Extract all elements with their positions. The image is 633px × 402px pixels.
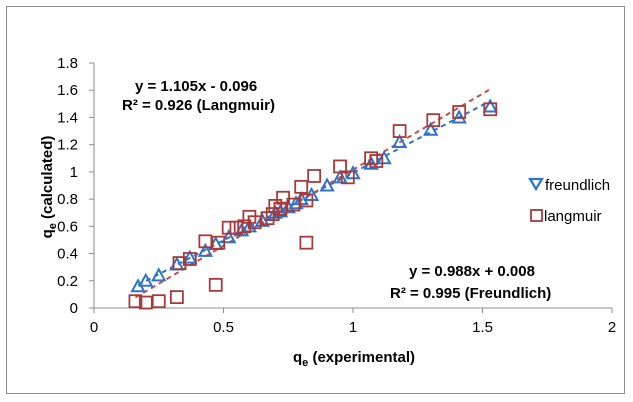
data-point-langmuir <box>299 235 314 250</box>
y-tick-label: 0.6 <box>57 218 78 235</box>
data-point-langmuir <box>151 294 166 309</box>
x-axis-label: qe (experimental) <box>293 349 415 369</box>
data-point-freundlich <box>332 169 348 184</box>
y-tick-label: 0.2 <box>57 273 78 290</box>
data-point-langmuir <box>340 170 355 185</box>
y-tick-label: 1 <box>70 164 78 181</box>
data-point-freundlich <box>182 249 198 264</box>
data-point-freundlich <box>391 133 408 148</box>
x-tick-label: 1.5 <box>472 319 493 336</box>
data-point-langmuir <box>169 290 184 305</box>
data-point-langmuir <box>333 159 347 174</box>
langmuir-r2: R² = 0.926 (Langmuir) <box>122 97 275 114</box>
data-point-langmuir <box>392 124 407 138</box>
data-point-langmuir <box>426 113 441 128</box>
y-tick-label: 1.6 <box>57 82 78 99</box>
y-axis-label: qe (calculated) <box>39 136 59 239</box>
data-point-freundlich <box>254 212 271 227</box>
data-point-freundlich <box>363 155 379 170</box>
legend-item-langmuir: langmuir <box>530 208 602 225</box>
data-point-langmuir <box>182 252 197 266</box>
data-point-freundlich <box>197 242 214 257</box>
data-point-freundlich <box>138 272 154 287</box>
data-point-langmuir <box>307 169 322 183</box>
legend: freundlich langmuir <box>528 177 610 225</box>
data-point-langmuir <box>452 105 467 119</box>
y-tick-label: 0.4 <box>57 246 78 263</box>
langmuir-equation: y = 1.105x - 0.096 <box>135 78 257 95</box>
y-tick-label: 1.4 <box>57 109 78 126</box>
x-tick-label: 0.5 <box>213 319 234 336</box>
data-point-freundlich <box>151 267 167 282</box>
legend-label-langmuir: langmuir <box>544 208 602 225</box>
legend-label-freundlich: freundlich <box>545 177 610 194</box>
data-point-freundlich <box>451 109 467 124</box>
data-point-langmuir <box>247 215 262 230</box>
data-point-langmuir <box>294 179 309 194</box>
legend-square-marker <box>530 209 543 222</box>
legend-item-freundlich: freundlich <box>528 177 610 194</box>
data-point-langmuir <box>208 277 223 292</box>
data-point-langmuir <box>286 197 301 212</box>
data-point-freundlich <box>220 229 237 244</box>
data-point-langmuir <box>198 234 213 249</box>
data-point-langmuir <box>211 235 226 250</box>
data-point-langmuir <box>138 295 153 310</box>
y-tick-label: 1.8 <box>57 55 78 72</box>
tick-labels: 0 0.5 1 1.5 2 0 0.2 0.4 0.6 0.8 1 1.2 1.4 1.6 1.8 <box>57 55 616 336</box>
data-point-freundlich <box>423 121 439 136</box>
y-tick-label: 0.8 <box>57 191 78 208</box>
x-tick-label: 0 <box>90 319 98 336</box>
legend-triangle-marker <box>528 177 544 192</box>
y-tick-label: 1.2 <box>57 137 78 154</box>
data-point-langmuir <box>128 294 143 309</box>
data-point-langmuir <box>273 201 288 216</box>
data-point-langmuir <box>369 154 384 168</box>
freundlich-r2: R² = 0.995 (Freundlich) <box>390 285 551 302</box>
data-point-langmuir <box>221 220 236 235</box>
data-point-langmuir <box>172 256 187 270</box>
freundlich-equation: y = 0.988x + 0.008 <box>409 263 535 280</box>
data-point-langmuir <box>483 102 498 117</box>
y-tick-label: 0 <box>70 300 78 317</box>
x-tick-label: 2 <box>608 319 616 336</box>
data-points <box>128 98 498 310</box>
data-point-freundlich <box>319 177 335 192</box>
data-point-freundlich <box>376 150 392 165</box>
data-point-freundlich <box>482 98 498 113</box>
x-tick-label: 1 <box>349 319 357 336</box>
data-point-langmuir <box>229 220 244 235</box>
data-point-langmuir <box>299 193 314 208</box>
